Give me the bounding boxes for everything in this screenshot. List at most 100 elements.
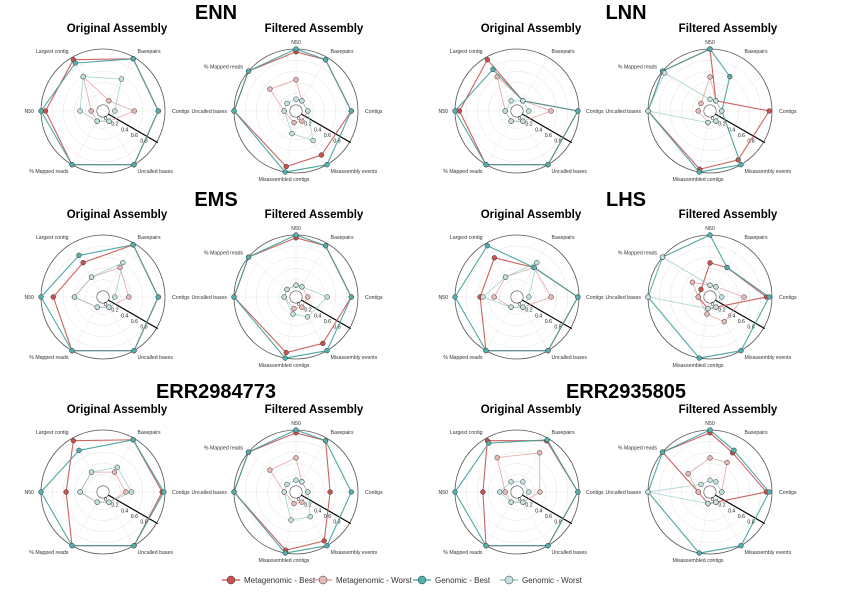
axis-label-contigs: Contigs: [365, 490, 383, 496]
data-point: [766, 489, 772, 495]
tick-axis: [715, 494, 766, 525]
radar-panel-original: Original Assembly Basepairs Contigs Uncalle…: [24, 209, 190, 361]
panel-subtitle: Filtered Assembly: [265, 23, 364, 35]
axis-spoke: [485, 438, 515, 487]
chart-title: ERR2935805: [566, 381, 686, 403]
tick-label: 0.4: [314, 127, 321, 133]
data-point: [293, 477, 299, 483]
legend-item-genomic-best: Genomic - Best: [413, 575, 491, 585]
data-point: [281, 108, 287, 114]
tick-label: 0.2: [718, 503, 725, 509]
data-point: [508, 479, 514, 485]
axis-spoke: [485, 57, 515, 106]
tick-label: 0.6: [738, 133, 745, 139]
data-point: [348, 108, 354, 114]
axis-label-mapped-reads: % Mapped reads: [29, 355, 69, 361]
data-point: [698, 286, 704, 293]
axis-spoke: [519, 116, 549, 165]
series-genomic-worst: [281, 477, 313, 523]
axis-label-uncalled-bases: Uncalled bases: [192, 295, 228, 301]
data-point: [112, 294, 118, 300]
axis-label-misassembly-events: Misassembly events: [745, 169, 792, 175]
tick-label: 0: [518, 497, 521, 503]
tick-label: 0.6: [738, 319, 745, 325]
axis-label-mapped-reads: % Mapped reads: [29, 169, 69, 175]
data-point: [94, 499, 100, 505]
data-point: [130, 437, 136, 443]
data-point: [486, 440, 492, 446]
data-point: [327, 489, 333, 495]
data-point: [130, 56, 136, 62]
tick-label: 0.8: [554, 324, 561, 330]
data-point: [293, 455, 299, 461]
series-genomic-best: [452, 243, 581, 354]
tick-label: 0.6: [131, 514, 138, 520]
data-point: [696, 355, 702, 361]
radar-panel-filtered: Filtered Assembly Basepairs Contigs Misasse…: [192, 209, 383, 369]
data-point: [704, 311, 710, 317]
series-line: [233, 429, 352, 554]
axis-label-mapped-reads: % Mapped reads: [204, 251, 244, 257]
data-point: [245, 254, 252, 260]
data-point: [545, 543, 551, 549]
data-point: [106, 98, 112, 104]
data-point: [491, 294, 497, 300]
data-point: [293, 427, 299, 433]
axis-label-n50: N50: [291, 421, 301, 427]
axis-label-largest-contig: Largest contig: [36, 235, 69, 241]
axis-spoke: [519, 497, 549, 546]
data-point: [536, 450, 543, 456]
data-point: [288, 517, 294, 523]
data-point: [69, 162, 75, 168]
data-point: [290, 311, 296, 317]
axis-label-n50: N50: [291, 226, 301, 232]
axis-label-largest-contig: Largest contig: [450, 49, 483, 55]
data-point: [534, 259, 540, 266]
tick-label: 0.2: [718, 308, 725, 314]
data-point: [508, 499, 514, 505]
data-point: [490, 66, 496, 73]
tick-label: 0.6: [324, 133, 331, 139]
data-point: [483, 348, 489, 354]
tick-label: 0.4: [121, 313, 128, 319]
axis-label-uncalled-bases: Uncalled bases: [606, 490, 642, 496]
tick-label: 0: [297, 116, 300, 122]
data-point: [705, 119, 711, 126]
series-genomic-best: [231, 232, 354, 361]
data-point: [299, 98, 305, 104]
chart-title: ERR2984773: [156, 381, 276, 403]
data-point: [502, 108, 508, 114]
tick-label: 0.2: [525, 503, 532, 509]
data-point: [289, 130, 295, 137]
chart-title: LNN: [605, 2, 646, 24]
data-point: [698, 100, 704, 107]
axis-spoke: [698, 498, 710, 554]
axis-spoke: [662, 451, 706, 489]
axis-spoke: [519, 57, 549, 106]
legend-label: Metagenomic - Best: [244, 576, 316, 585]
axis-label-largest-contig: Largest contig: [36, 49, 69, 55]
axis-spoke: [71, 243, 101, 292]
axis-label-mapped-reads: % Mapped reads: [618, 65, 658, 71]
data-point: [155, 294, 161, 300]
tick-label: 0.4: [121, 127, 128, 133]
data-point: [545, 348, 551, 354]
data-point: [520, 304, 526, 310]
data-point: [480, 489, 486, 495]
panel-subtitle: Filtered Assembly: [679, 209, 778, 221]
axis-spoke: [298, 243, 328, 292]
series-genomic-best: [231, 427, 354, 556]
data-point: [88, 274, 95, 280]
series-metagenomic-best: [695, 260, 770, 312]
data-point: [456, 108, 463, 114]
data-point: [318, 152, 325, 158]
data-point: [284, 100, 290, 107]
data-point: [291, 305, 297, 312]
axis-label-mapped-reads: % Mapped reads: [443, 169, 483, 175]
data-point: [695, 108, 701, 114]
tick-axis: [108, 113, 159, 144]
panel-subtitle: Filtered Assembly: [679, 23, 778, 35]
axis-label-basepairs: Basepairs: [138, 49, 161, 55]
axis-spoke: [105, 438, 135, 487]
